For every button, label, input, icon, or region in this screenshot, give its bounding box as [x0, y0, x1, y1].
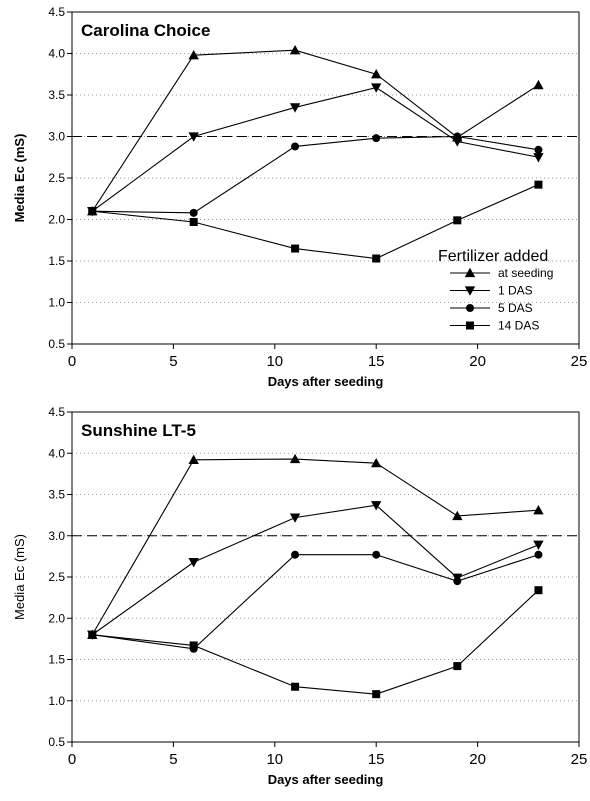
x-tick-label: 10 — [266, 751, 283, 768]
x-tick-label: 20 — [469, 751, 486, 768]
series-line — [91, 458, 539, 636]
series-line — [92, 184, 539, 260]
chart-sunshine-lt5: 0.5 1.0 1.5 2.0 2.5 3.0 3.5 4.0 4.5 0 5 10 15 20 25 Day… — [12, 405, 588, 787]
y-tick-label: 1.5 — [48, 254, 65, 268]
y-axis-label: Media Ec (mS) — [12, 134, 27, 223]
y-axis-label: Media Ec (mS) — [12, 534, 27, 620]
data-point — [371, 69, 382, 79]
series-line — [92, 135, 539, 214]
y-tick-label: 2.5 — [48, 570, 65, 584]
y-tick-label: 0.5 — [48, 337, 65, 351]
y-tick-label: 1.5 — [48, 653, 65, 667]
data-point — [188, 454, 199, 465]
series-square — [88, 586, 543, 699]
data-point — [533, 79, 544, 90]
x-tick-label: 20 — [469, 353, 486, 370]
data-point — [188, 132, 199, 142]
legend-marker — [466, 304, 474, 312]
y-tick-label: 3.5 — [48, 88, 65, 102]
x-axis-label: Days after seeding — [268, 772, 384, 787]
x-tick-label: 25 — [571, 353, 588, 370]
y-tick-label: 4.0 — [48, 446, 65, 460]
data-point — [533, 540, 544, 551]
legend-item-label: 5 DAS — [498, 301, 533, 315]
data-point — [189, 641, 198, 650]
data-point — [88, 207, 97, 216]
legend-marker — [464, 267, 476, 278]
chart-title: Sunshine LT-5 — [81, 421, 196, 440]
data-point — [189, 208, 198, 217]
x-tick-label: 5 — [169, 751, 177, 768]
data-point — [371, 501, 382, 511]
data-point — [289, 513, 301, 523]
data-point — [371, 457, 382, 468]
series-square — [88, 180, 543, 263]
legend-item-label: 1 DAS — [498, 284, 533, 298]
data-point — [291, 244, 300, 253]
chart-title: Carolina Choice — [81, 21, 210, 40]
data-point — [453, 577, 462, 586]
x-tick-label: 15 — [368, 353, 385, 370]
data-point — [188, 557, 199, 568]
data-point — [452, 137, 463, 147]
legend-item-label: 14 DAS — [498, 319, 539, 333]
y-tick-label: 2.5 — [48, 171, 65, 185]
series-line — [92, 589, 539, 695]
legend-item-label: at seeding — [498, 266, 553, 280]
series-line — [91, 49, 539, 212]
x-tick-label: 0 — [68, 353, 76, 370]
x-tick-label: 10 — [266, 353, 283, 370]
y-tick-label: 3.0 — [48, 130, 65, 144]
x-tick-label: 25 — [571, 751, 588, 768]
y-tick-label: 4.5 — [48, 5, 65, 19]
y-tick-label: 1.0 — [48, 694, 65, 708]
series-line — [92, 554, 539, 650]
data-point — [371, 83, 382, 93]
y-tick-label: 3.5 — [48, 488, 65, 502]
series-line — [91, 504, 539, 636]
y-tick-label: 2.0 — [48, 213, 65, 227]
data-point — [372, 134, 381, 143]
data-point — [372, 690, 381, 699]
chart-carolina-choice: 0.5 1.0 1.5 2.0 2.5 3.0 3.5 4.0 4.5 0 5 10 15 20 25 Day… — [12, 5, 588, 389]
legend-title: Fertilizer added — [438, 248, 548, 265]
data-point — [534, 145, 543, 154]
data-point — [453, 662, 462, 671]
data-point — [289, 453, 301, 464]
legend-marker — [466, 321, 474, 330]
data-point — [533, 504, 544, 515]
x-tick-label: 0 — [68, 751, 76, 768]
x-tick-label: 5 — [169, 353, 177, 370]
data-point — [534, 550, 543, 559]
data-point — [289, 103, 301, 113]
y-tick-label: 1.0 — [48, 296, 65, 310]
data-point — [534, 180, 543, 189]
data-point — [289, 44, 301, 55]
data-point — [291, 682, 300, 691]
data-point — [291, 142, 300, 151]
data-point — [88, 630, 97, 639]
data-point — [291, 550, 300, 559]
data-point — [533, 153, 544, 163]
data-point — [452, 510, 463, 521]
x-tick-label: 15 — [368, 751, 385, 768]
series-line — [91, 86, 539, 212]
data-point — [453, 132, 462, 141]
y-tick-label: 0.5 — [48, 735, 65, 749]
y-tick-label: 2.0 — [48, 611, 65, 625]
y-tick-label: 4.0 — [48, 47, 65, 61]
data-point — [534, 586, 543, 595]
data-point — [453, 216, 462, 225]
data-point — [372, 550, 381, 559]
data-point — [188, 49, 199, 60]
data-point — [372, 254, 381, 263]
y-tick-label: 4.5 — [48, 405, 65, 419]
data-point — [189, 217, 198, 226]
legend-marker — [464, 286, 476, 296]
x-axis-label: Days after seeding — [268, 374, 384, 389]
y-tick-label: 3.0 — [48, 529, 65, 543]
